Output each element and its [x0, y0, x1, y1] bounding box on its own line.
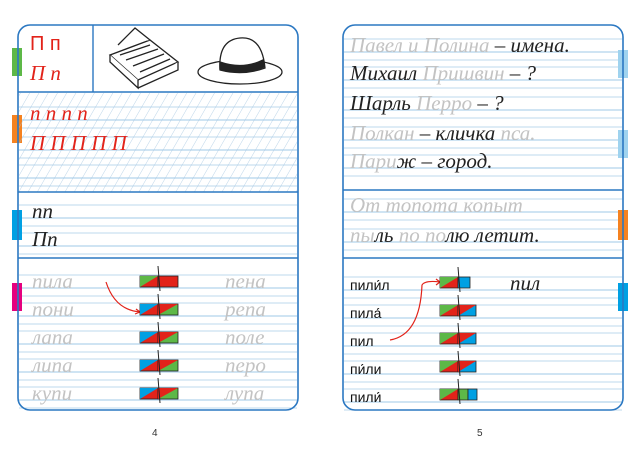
sentence: От топота копыт	[350, 193, 523, 217]
hatch	[19, 93, 297, 192]
sentence-part: Пришвин	[421, 61, 504, 85]
arrow	[105, 281, 141, 313]
traced-word: пони	[32, 297, 74, 321]
sentence-part: – ?	[472, 91, 504, 115]
sentence-part: пса.	[501, 121, 536, 145]
trace-row: п п п п	[30, 101, 88, 125]
dividers	[18, 25, 623, 259]
scheme-part	[458, 333, 476, 344]
sentence-part: Пари	[349, 149, 397, 173]
word: пил	[350, 333, 374, 349]
sentence: Париж – город.	[349, 149, 493, 173]
traced-word: поле	[225, 325, 264, 349]
scheme-part	[440, 277, 458, 288]
scheme-part	[440, 305, 458, 316]
traced-word: лупа	[224, 381, 264, 405]
letter-print: П п	[30, 33, 61, 55]
sentence-part: Полкан	[349, 121, 415, 145]
sentence-part: лю летит.	[444, 223, 539, 247]
scheme-part	[140, 276, 158, 287]
scheme-part	[140, 304, 158, 315]
stress-mark	[157, 293, 161, 320]
scheme-part	[158, 388, 178, 399]
sentence: Шарль Перро – ?	[349, 91, 504, 115]
sentence-part: – имена.	[489, 33, 569, 57]
sentence: Павел и Полина – имена.	[349, 33, 570, 57]
stress-mark	[457, 350, 461, 377]
sentence-part: пы	[350, 223, 375, 247]
traced-word: пена	[225, 269, 266, 293]
scheme-part	[140, 332, 158, 343]
sentence-part: Павел и Полина	[349, 33, 489, 57]
scheme-part	[158, 360, 178, 371]
scheme-part	[440, 361, 458, 372]
scheme-part	[440, 389, 458, 400]
scheme-part	[140, 360, 158, 371]
page-frame	[17, 24, 299, 411]
scheme-part	[140, 388, 158, 399]
sentence-part: От топота копыт	[350, 193, 523, 217]
stress-mark	[157, 349, 161, 376]
traced-word: липа	[31, 353, 73, 377]
stress-mark	[157, 321, 161, 348]
stress-mark	[157, 377, 161, 404]
word: пи́ли	[350, 361, 381, 377]
traced-word: лапа	[31, 325, 73, 349]
sentence-part: по по	[399, 223, 446, 247]
scheme-part	[158, 332, 178, 343]
stress-mark	[157, 265, 161, 292]
word: пили́л	[350, 277, 390, 293]
tab	[12, 283, 22, 311]
tab	[12, 48, 22, 76]
word: пила́	[350, 305, 382, 321]
stress-mark	[457, 378, 461, 405]
traced-word: купи	[32, 381, 72, 405]
stress-mark	[457, 266, 461, 293]
trace-row: П П П П П	[29, 131, 129, 155]
pencil-case-picture	[108, 27, 180, 90]
traced-word: перо	[225, 353, 266, 377]
scheme-part	[458, 305, 476, 316]
tab	[12, 115, 22, 143]
arrow	[389, 280, 441, 341]
answer: пил	[510, 271, 540, 295]
tab	[12, 210, 22, 240]
sentence-part: Михаил	[349, 61, 422, 85]
page-number: 4	[152, 428, 158, 439]
traced-word: репа	[223, 297, 266, 321]
traced-word: пила	[32, 269, 73, 293]
word-schemes	[139, 265, 478, 405]
stress-mark	[457, 322, 461, 349]
scheme-part	[158, 304, 178, 315]
page-number: 5	[477, 428, 483, 439]
scheme-part	[458, 361, 476, 372]
stress-mark	[457, 294, 461, 321]
page-frame	[342, 24, 624, 411]
pair-row: пп	[32, 199, 53, 223]
sentence-part: ль	[374, 223, 399, 247]
letter-cursive: П п	[29, 61, 61, 85]
sentence-part: – кличка	[415, 121, 501, 145]
sentence: пыль по полю летит.	[350, 223, 540, 247]
sentence: Полкан – кличка пса.	[349, 121, 536, 145]
word: пили́	[350, 389, 381, 405]
sentence-part: ж – город.	[397, 149, 493, 173]
hat-picture	[197, 37, 283, 85]
scheme-part	[440, 333, 458, 344]
pair-row: Пп	[31, 227, 58, 251]
sentence: Михаил Пришвин – ?	[349, 61, 537, 85]
sentence-part: – ?	[505, 61, 537, 85]
sentence-part: Шарль	[349, 91, 416, 115]
scheme-part	[157, 275, 179, 288]
sentence-part: Перро	[415, 91, 472, 115]
scheme-part	[457, 276, 471, 289]
scheme-part	[467, 388, 478, 401]
texts: П п П п 4 5 пил п п п п П П П П П пп Пп пила…	[29, 33, 570, 439]
